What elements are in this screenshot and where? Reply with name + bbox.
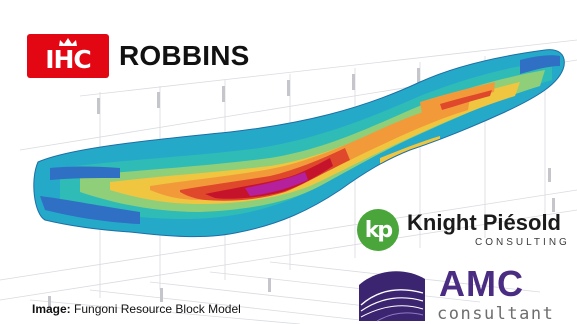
kp-name: Knight Piésold xyxy=(407,210,561,235)
caption-label: Image: xyxy=(32,302,71,316)
amc-wave-icon xyxy=(359,271,425,322)
ihc-robbins-logo: IHC ROBBINS xyxy=(27,34,250,78)
ihc-mark-text: IHC xyxy=(45,44,92,74)
ihc-mark: IHC xyxy=(27,34,109,78)
kp-subtitle: CONSULTING xyxy=(475,237,570,248)
caption-text: Fungoni Resource Block Model xyxy=(74,302,241,316)
kp-monogram-icon: kp xyxy=(357,209,399,251)
image-caption: Image: Fungoni Resource Block Model xyxy=(32,302,241,316)
crown-icon xyxy=(59,38,77,46)
amc-name: AMC xyxy=(439,263,524,304)
amc-consultants-logo: AMC consultant xyxy=(357,263,577,324)
knight-piesold-logo: kp Knight Piésold CONSULTING xyxy=(357,207,577,253)
ore-body-outline xyxy=(33,49,565,238)
ore-body xyxy=(33,49,565,237)
robbins-wordmark: ROBBINS xyxy=(119,40,250,71)
amc-subtitle: consultant xyxy=(437,304,555,324)
